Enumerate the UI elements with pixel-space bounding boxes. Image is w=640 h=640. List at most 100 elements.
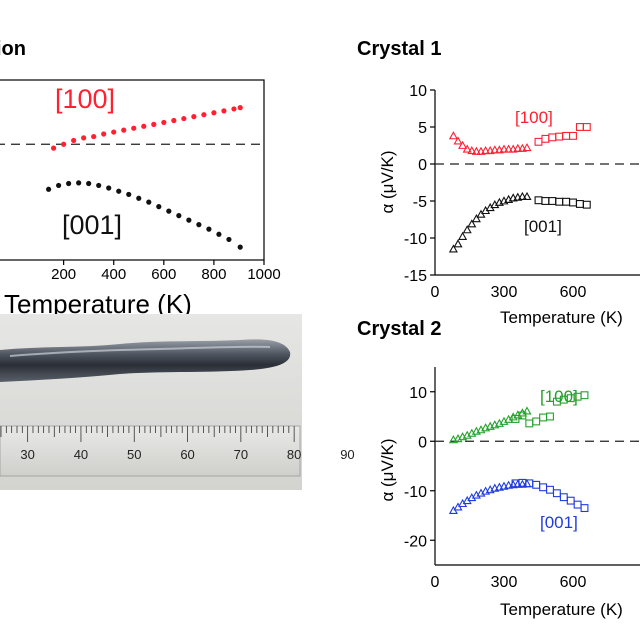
data-point: [517, 191, 527, 200]
crystal-1-series-label-001: [001]: [524, 217, 562, 236]
data-point: [186, 217, 192, 223]
data-point: [86, 180, 92, 187]
data-point: [467, 145, 477, 155]
data-point: [522, 142, 532, 152]
crystal-1-x-ticks: 0 300 600: [431, 284, 587, 301]
data-point: [126, 191, 132, 198]
y-tick-label: -15: [404, 268, 427, 285]
data-point: [156, 204, 162, 210]
crystal-ingot: [0, 339, 291, 382]
data-point: [237, 105, 243, 111]
data-point: [45, 186, 52, 192]
data-point: [161, 119, 167, 126]
data-point: [541, 197, 550, 205]
y-tick-label: -10: [404, 484, 427, 501]
ruler-number: 50: [127, 447, 141, 462]
data-point: [131, 125, 137, 131]
crystal-1-points: [448, 123, 591, 253]
ruler-number: 30: [20, 447, 34, 462]
data-point: [534, 196, 543, 205]
y-tick-label: 10: [409, 385, 427, 402]
data-point: [448, 131, 458, 140]
data-point: [121, 127, 127, 133]
data-point: [552, 489, 561, 498]
ruler-number: 70: [234, 447, 248, 462]
panel-crystal-2: Crystal 2 100-10-20 0 300 600 [100] [001] …: [357, 318, 640, 619]
data-point: [532, 480, 541, 489]
data-point: [76, 180, 82, 186]
data-point: [566, 496, 575, 505]
data-point: [136, 195, 142, 201]
crystal-2-x-ticks: 0 300 600: [431, 574, 587, 591]
data-point: [562, 131, 571, 140]
crystal-photo: 30 40 50 60 70 80 90: [0, 314, 355, 490]
data-point: [237, 244, 243, 250]
ruler-number: 90: [340, 447, 354, 462]
data-point: [504, 144, 514, 153]
data-point: [146, 199, 152, 205]
y-tick-label: 0: [418, 434, 427, 451]
data-point: [499, 144, 509, 153]
crystal-2-y-ticks: 10 0 -10 -20: [404, 385, 435, 550]
data-point: [61, 141, 67, 147]
data-point: [471, 214, 481, 223]
data-point: [522, 406, 532, 415]
crystal-2-points: [448, 391, 589, 514]
data-point: [582, 200, 591, 209]
data-point: [176, 213, 182, 219]
x-tick-label: 800: [201, 266, 226, 283]
x-tick-label: 600: [151, 266, 176, 283]
data-point: [525, 419, 534, 428]
data-point: [559, 493, 568, 502]
data-point: [458, 140, 468, 149]
data-point: [575, 200, 584, 208]
data-point: [580, 391, 589, 400]
data-point: [562, 197, 571, 206]
ruler-number: 60: [180, 447, 194, 462]
calculation-plot-frame: [0, 79, 265, 261]
data-point: [96, 182, 102, 189]
data-point: [71, 137, 77, 144]
crystal-2-series-label-100: [100]: [540, 387, 578, 406]
data-point: [458, 231, 468, 240]
data-point: [181, 115, 187, 122]
data-point: [196, 222, 202, 228]
x-tick-label: 400: [101, 266, 126, 283]
y-tick-label: -20: [404, 533, 427, 550]
data-point: [575, 123, 584, 131]
data-point: [56, 182, 62, 189]
data-point: [481, 145, 491, 155]
crystal-1-y-ticks: 10 5 0 -5 -10 -15: [404, 83, 435, 285]
x-tick-label: 0: [431, 574, 440, 591]
data-point: [171, 117, 177, 124]
data-point: [448, 244, 458, 253]
ruler-number: 40: [74, 447, 88, 462]
crystal-1-series-label-100: [100]: [515, 108, 553, 127]
data-point: [191, 114, 197, 120]
x-tick-label: 300: [491, 574, 518, 591]
y-tick-label: 5: [418, 120, 427, 137]
calculation-series-label-001: [001]: [62, 210, 122, 240]
data-point: [569, 131, 577, 140]
data-point: [517, 479, 527, 488]
crystal-1-x-axis-label: Temperature (K): [500, 308, 623, 327]
ruler-number: 80: [287, 447, 301, 462]
data-point: [226, 236, 232, 243]
data-point: [518, 411, 527, 420]
x-tick-label: 600: [560, 574, 587, 591]
calculation-points: [45, 105, 243, 250]
data-point: [111, 129, 117, 135]
crystal-1-title: Crystal 1: [357, 38, 442, 60]
y-tick-label: -5: [413, 194, 427, 211]
x-tick-label: 1000: [247, 266, 280, 283]
x-tick-label: 200: [51, 266, 76, 283]
data-point: [555, 132, 564, 141]
data-point: [151, 121, 157, 127]
data-point: [81, 135, 87, 141]
data-point: [211, 110, 217, 116]
calculation-x-ticks: 200 400 600 800 1000: [51, 260, 281, 283]
data-point: [106, 185, 112, 191]
ruler-ticks: [0, 426, 295, 442]
